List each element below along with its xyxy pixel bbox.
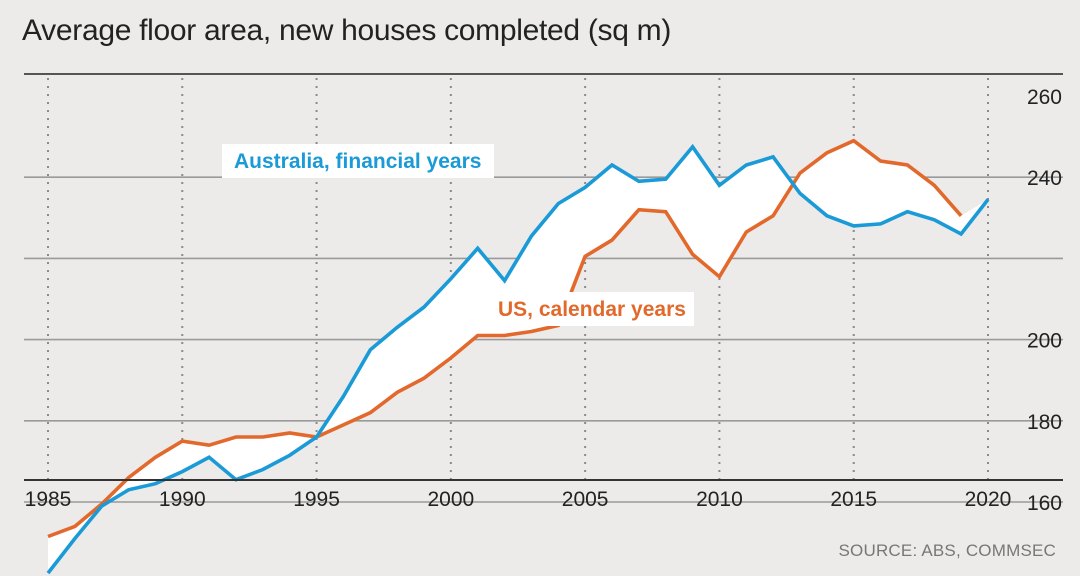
x-tick-label: 2020 <box>965 488 1012 511</box>
australia-label-box <box>222 144 494 178</box>
x-tick-label: 2000 <box>427 488 474 511</box>
australia-line <box>46 143 990 575</box>
x-tick-label: 1995 <box>293 488 340 511</box>
x-tick-label: 1985 <box>25 488 72 511</box>
australia-series-label: Australia, financial years <box>234 150 481 173</box>
x-tick-label: 2005 <box>562 488 609 511</box>
y-tick-label: 160 <box>1027 492 1062 515</box>
series-gap-fill <box>48 140 988 574</box>
x-tick-label: 1990 <box>159 488 206 511</box>
y-tick-label: 180 <box>1027 411 1062 434</box>
chart-title: Average floor area, new houses completed… <box>22 14 672 47</box>
series-labels: Australia, financial years US, calendar … <box>222 144 694 326</box>
us-series-label: US, calendar years <box>498 298 686 321</box>
axes: 1985 1990 1995 2000 2005 2010 2015 2020 160 180 20… <box>24 86 1063 515</box>
x-tick-label: 2015 <box>830 488 877 511</box>
y-tick-label: 260 <box>1027 86 1062 109</box>
x-tick-label: 2010 <box>696 488 743 511</box>
us-label-box <box>488 292 694 326</box>
y-tick-label: 240 <box>1027 167 1062 190</box>
y-tick-label: 200 <box>1027 330 1062 353</box>
source-note: SOURCE: ABS, COMMSEC <box>838 541 1056 560</box>
series-lines <box>46 138 990 575</box>
us-line <box>47 138 963 539</box>
